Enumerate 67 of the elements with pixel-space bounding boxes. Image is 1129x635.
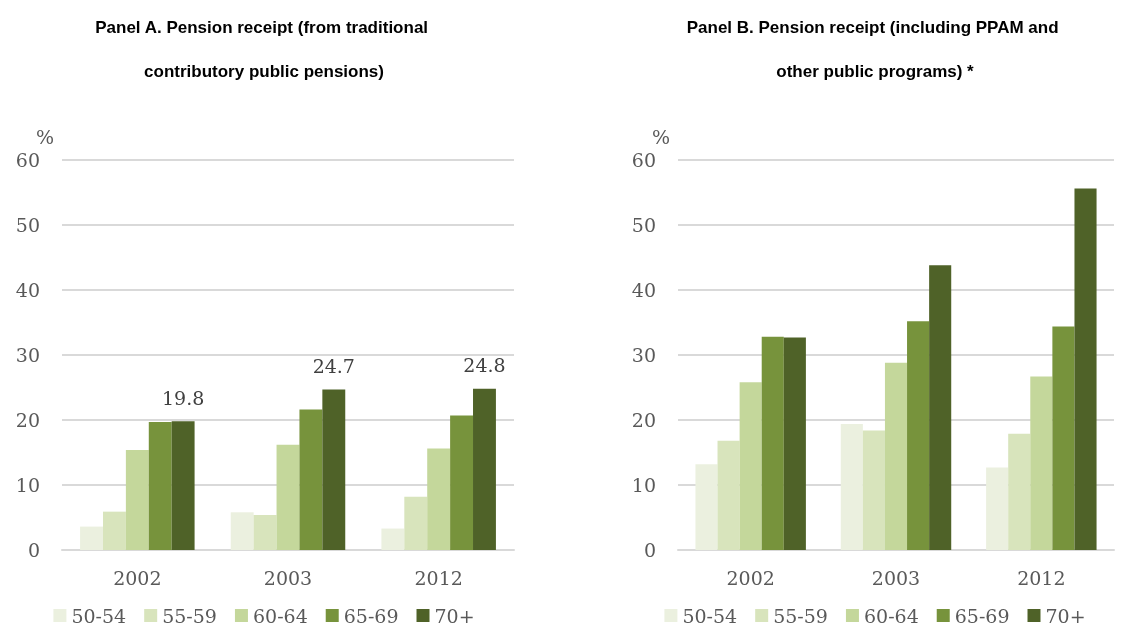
y-tick-label: 60 xyxy=(631,149,656,171)
bar xyxy=(427,448,451,550)
x-tick-label: 2012 xyxy=(1017,566,1066,589)
y-axis-title: % xyxy=(651,125,670,148)
bar xyxy=(1008,433,1031,550)
bar xyxy=(253,514,277,550)
data-label: 24.7 xyxy=(312,354,355,377)
bar xyxy=(884,362,908,550)
y-tick-label: 0 xyxy=(643,539,656,561)
legend-label: 55-59 xyxy=(162,604,217,627)
y-tick-label: 40 xyxy=(631,279,656,301)
y-tick-label: 10 xyxy=(15,474,40,496)
y-tick-label: 40 xyxy=(15,279,40,301)
bar xyxy=(299,409,323,550)
bar xyxy=(695,464,718,550)
legend-label: 50-54 xyxy=(71,604,127,627)
bar xyxy=(473,388,496,550)
data-label: 24.8 xyxy=(463,354,506,377)
y-tick-label: 30 xyxy=(15,344,40,366)
x-tick-label: 2002 xyxy=(726,566,775,589)
bar xyxy=(80,526,103,550)
y-tick-label: 20 xyxy=(15,409,40,431)
bar xyxy=(450,415,474,550)
legend-label: 65-69 xyxy=(954,604,1010,627)
bar xyxy=(125,449,149,550)
bar xyxy=(322,389,346,550)
bar xyxy=(171,421,195,550)
bar xyxy=(276,444,300,550)
x-tick-label: 2002 xyxy=(113,566,162,589)
x-tick-label: 2012 xyxy=(414,566,463,589)
y-axis-title: % xyxy=(35,125,54,148)
bar xyxy=(907,321,930,550)
y-tick-label: 50 xyxy=(631,214,656,236)
bar xyxy=(761,336,784,550)
y-tick-label: 50 xyxy=(15,214,40,236)
bar xyxy=(102,511,126,550)
bar xyxy=(1074,188,1097,550)
y-tick-label: 10 xyxy=(631,474,656,496)
legend-label: 65-69 xyxy=(343,604,399,627)
bar xyxy=(840,423,863,550)
bar xyxy=(1030,376,1053,550)
chart-title: Panel B. Pension receipt (including PPAM and other public programs) * xyxy=(686,17,1059,81)
y-tick-label: 60 xyxy=(15,149,40,171)
chart-title: Panel A. Pension receipt (from traditional contributory public pensions) xyxy=(95,17,429,81)
legend-label: 70+ xyxy=(434,604,475,627)
legend-label: 60-64 xyxy=(863,604,919,627)
bar xyxy=(783,337,806,550)
x-tick-label: 2003 xyxy=(263,566,313,589)
bar xyxy=(862,430,885,550)
legend-label: 50-54 xyxy=(682,604,738,627)
legend-label: 70+ xyxy=(1045,604,1086,627)
bar xyxy=(717,440,740,550)
y-tick-label: 0 xyxy=(27,539,40,561)
bar xyxy=(739,382,762,550)
bar xyxy=(148,421,172,550)
legend-label: 55-59 xyxy=(773,604,828,627)
y-tick-label: 20 xyxy=(631,409,656,431)
y-tick-label: 30 xyxy=(631,344,656,366)
bar xyxy=(381,528,405,550)
bar xyxy=(1052,326,1075,550)
data-label: 19.8 xyxy=(161,386,205,409)
legend-label: 60-64 xyxy=(252,604,308,627)
bar xyxy=(404,496,428,550)
x-tick-label: 2003 xyxy=(871,566,921,589)
bar xyxy=(929,265,952,550)
bar xyxy=(230,512,254,550)
bar xyxy=(986,467,1009,550)
